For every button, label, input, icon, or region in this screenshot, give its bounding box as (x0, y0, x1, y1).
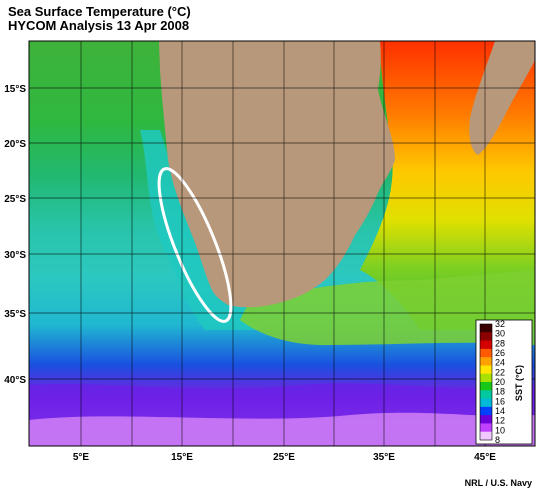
legend-tick-label: 14 (495, 406, 505, 416)
upwelling-ellipse (157, 167, 233, 323)
legend-tick-label: 32 (495, 319, 505, 329)
legend-tick-label: 22 (495, 367, 505, 377)
lat-label-40s: 40°S (4, 375, 26, 386)
legend-tick-label: 20 (495, 377, 505, 387)
agulhas-current (240, 270, 535, 346)
credit-text: NRL / U.S. Navy (464, 478, 532, 488)
lon-label-45e: 45°E (474, 452, 496, 463)
legend-title: SST (°C) (514, 365, 524, 401)
lat-lon-grid (29, 41, 535, 446)
lat-label-20s: 20°S (4, 139, 26, 150)
legend-swatch (480, 390, 492, 399)
legend-swatch (480, 431, 492, 441)
legend-swatch (480, 332, 492, 341)
legend-swatch (480, 382, 492, 391)
lat-label-35s: 35°S (4, 309, 26, 320)
legend-swatch (480, 373, 492, 383)
africa-land (159, 41, 395, 308)
madagascar-land (469, 41, 535, 155)
southern-ocean-coldest (29, 412, 535, 446)
lon-label-25e: 25°E (273, 452, 295, 463)
lon-label-15e: 15°E (171, 452, 193, 463)
lon-label-35e: 35°E (373, 452, 395, 463)
legend-swatch (480, 415, 492, 424)
legend-swatch (480, 365, 492, 375)
legend-tick-label: 24 (495, 358, 505, 368)
legend-tick-label: 16 (495, 396, 505, 406)
legend-tick-label: 12 (495, 416, 505, 426)
legend-swatch (480, 423, 492, 433)
legend-tick-label: 8 (495, 435, 500, 445)
lat-label-25s: 25°S (4, 194, 26, 205)
legend-bar-frame (479, 323, 493, 441)
legend-swatch (480, 406, 492, 416)
legend-tick-label: 30 (495, 329, 505, 339)
legend-swatch (480, 398, 492, 408)
legend-swatch (480, 340, 492, 350)
map-subtitle: HYCOM Analysis 13 Apr 2008 (8, 18, 190, 33)
lon-label-5e: 5°E (73, 452, 90, 463)
legend-tick-label: 28 (495, 338, 505, 348)
legend-tick-label: 18 (495, 387, 505, 397)
map-frame (28, 40, 536, 447)
legend-swatch (480, 357, 492, 366)
lat-label-15s: 15°S (4, 84, 26, 95)
legend-swatch (480, 348, 492, 358)
benguela-upwelling (140, 130, 260, 330)
map-title: Sea Surface Temperature (°C) (8, 4, 191, 19)
legend-tick-label: 26 (495, 348, 505, 358)
legend-swatch (480, 324, 492, 333)
lat-label-30s: 30°S (4, 250, 26, 261)
legend-tick-label: 10 (495, 425, 505, 435)
